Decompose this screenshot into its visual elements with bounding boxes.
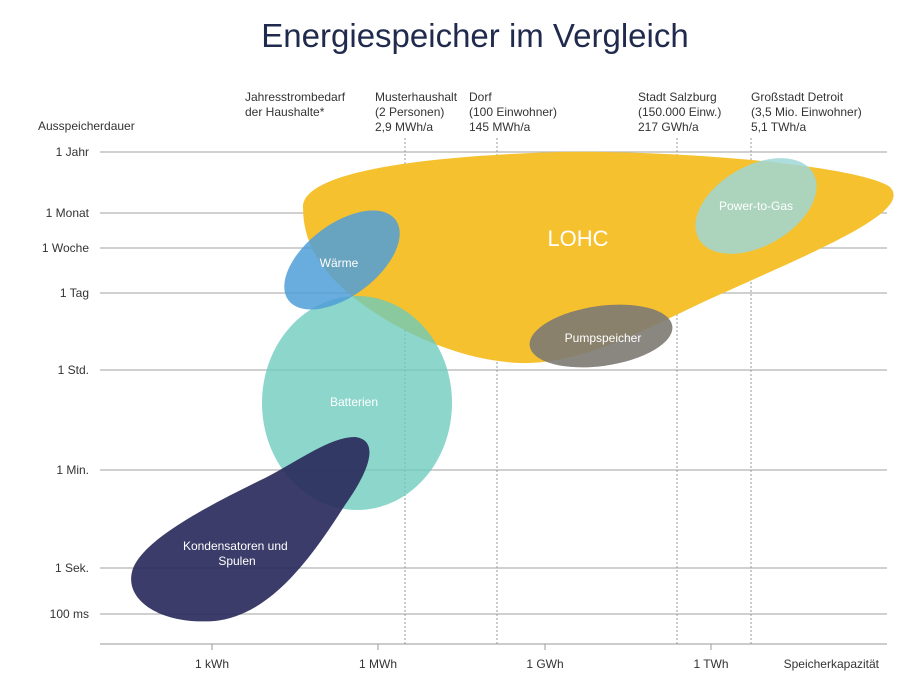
x-tick-label: 1 TWh	[693, 657, 728, 671]
y-tick-label: 1 Woche	[42, 241, 89, 255]
label-pumpspeicher: Pumpspeicher	[565, 331, 642, 345]
ref-label-dorf: Dorf (100 Einwohner) 145 MWh/a	[469, 90, 560, 134]
y-tick-labels: 1 Jahr 1 Monat 1 Woche 1 Tag 1 Std. 1 Mi…	[42, 145, 90, 621]
y-tick-label: 1 Jahr	[56, 145, 89, 159]
region-power-to-gas	[695, 158, 817, 254]
label-waerme: Wärme	[320, 256, 359, 270]
x-axis-label: Speicherkapazität	[784, 657, 880, 671]
ref-label-haushalte: Jahresstrombedarf der Haushalte*	[245, 90, 348, 119]
region-kondensatoren	[131, 437, 370, 622]
label-lohc: LOHC	[547, 226, 608, 251]
chart-title: Energiespeicher im Vergleich	[261, 17, 688, 54]
ref-label-detroit: Großstadt Detroit (3,5 Mio. Einwohner) 5…	[751, 90, 865, 134]
x-tick-labels: 1 kWh 1 MWh 1 GWh 1 TWh	[195, 657, 729, 671]
y-axis-label: Ausspeicherdauer	[38, 119, 135, 133]
x-tick-label: 1 GWh	[526, 657, 563, 671]
y-tick-label: 1 Monat	[46, 206, 90, 220]
label-kondensatoren: Kondensatoren und Spulen	[183, 539, 291, 568]
reference-labels: Jahresstrombedarf der Haushalte* Musterh…	[245, 90, 865, 134]
ref-label-musterhaushalt: Musterhaushalt (2 Personen) 2,9 MWh/a	[375, 90, 460, 134]
storage-regions	[131, 151, 894, 622]
region-labels: LOHC Wärme Batterien Kondensatoren und S…	[183, 199, 793, 568]
x-tick-label: 1 MWh	[359, 657, 397, 671]
label-power-to-gas: Power-to-Gas	[719, 199, 793, 213]
y-tick-label: 1 Sek.	[55, 561, 89, 575]
x-tick-label: 1 kWh	[195, 657, 229, 671]
x-ticks	[211, 644, 712, 650]
y-tick-label: 100 ms	[50, 607, 89, 621]
ref-label-salzburg: Stadt Salzburg (150.000 Einw.) 217 GWh/a	[638, 90, 725, 134]
y-tick-label: 1 Tag	[60, 286, 89, 300]
y-tick-label: 1 Min.	[56, 463, 89, 477]
label-batterien: Batterien	[330, 395, 378, 409]
region-pumpspeicher	[529, 304, 673, 368]
y-tick-label: 1 Std.	[58, 363, 89, 377]
region-waerme	[284, 210, 400, 310]
